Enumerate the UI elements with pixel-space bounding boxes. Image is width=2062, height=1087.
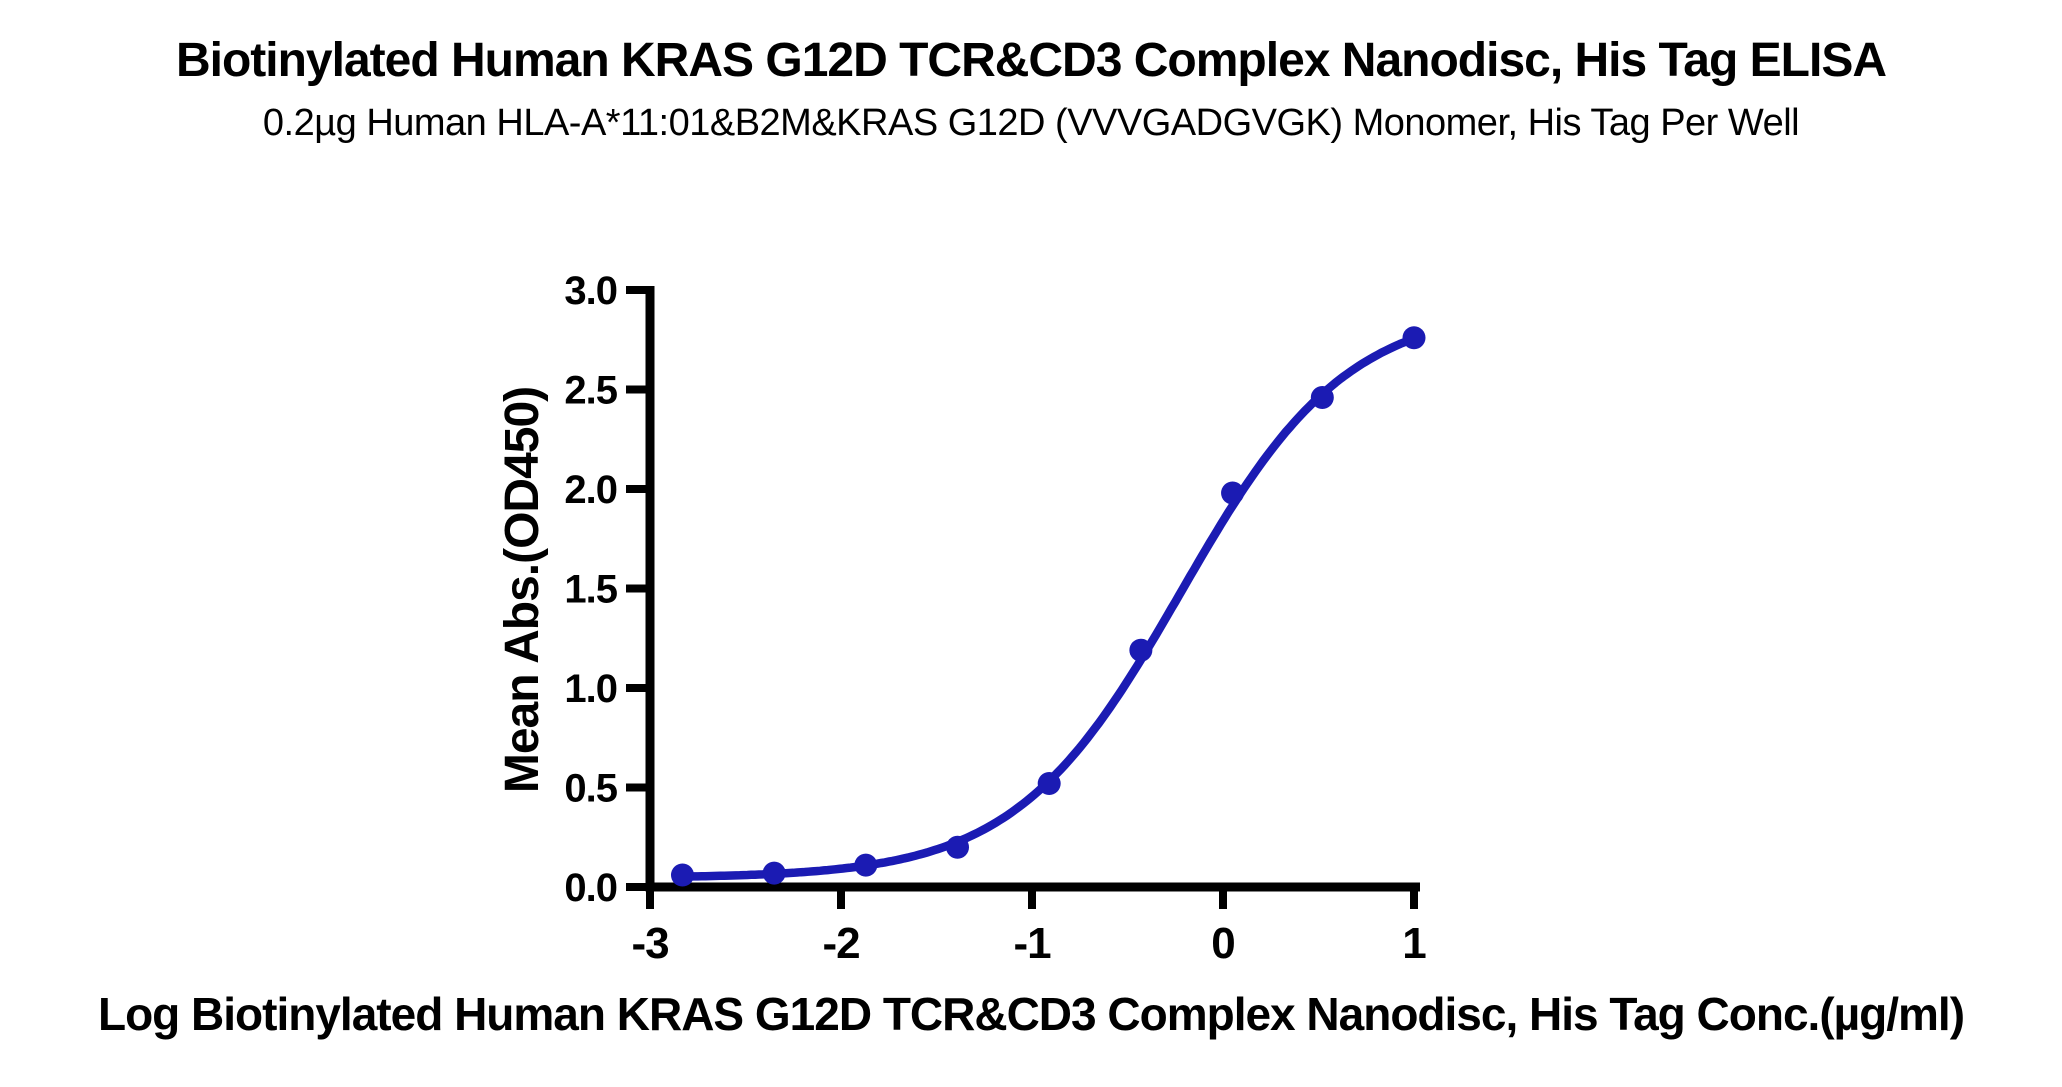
- data-point: [1310, 385, 1334, 409]
- chart-title: Biotinylated Human KRAS G12D TCR&CD3 Com…: [175, 34, 1887, 87]
- fit-curve: [678, 334, 1417, 881]
- y-tick-label: 2.5: [564, 369, 617, 413]
- x-tick-label: -3: [631, 919, 668, 968]
- x-tick-label: 1: [1402, 919, 1426, 968]
- data-point: [670, 863, 694, 887]
- y-tick-label: 0.5: [564, 767, 617, 811]
- data-point: [946, 835, 970, 859]
- y-tick-label: 3.0: [564, 269, 617, 313]
- data-point: [1402, 326, 1426, 350]
- data-point: [1037, 772, 1061, 796]
- y-tick-label: 0.0: [564, 866, 617, 910]
- y-tick-label: 1.5: [564, 568, 617, 612]
- data-point: [854, 853, 878, 877]
- data-point: [1129, 638, 1153, 662]
- y-tick-label: 2.0: [564, 468, 617, 512]
- data-points: [670, 326, 1426, 887]
- x-axis: -3 -2 -1 0 1: [631, 882, 1427, 968]
- x-tick-label: 0: [1211, 919, 1234, 968]
- x-axis-title: Log Biotinylated Human KRAS G12D TCR&CD3…: [97, 988, 1965, 1040]
- x-tick-label: -2: [822, 919, 859, 968]
- y-tick-label: 1.0: [564, 667, 617, 711]
- x-tick-label: -1: [1013, 919, 1051, 968]
- data-point: [1221, 481, 1245, 505]
- data-point: [762, 861, 786, 885]
- y-axis: 0.0 0.5 1.0 1.5 2.0 2.5 3.0: [564, 269, 655, 910]
- y-axis-title: Mean Abs.(OD450): [496, 387, 549, 793]
- chart-subtitle: 0.2µg Human HLA-A*11:01&B2M&KRAS G12D (V…: [262, 102, 1800, 144]
